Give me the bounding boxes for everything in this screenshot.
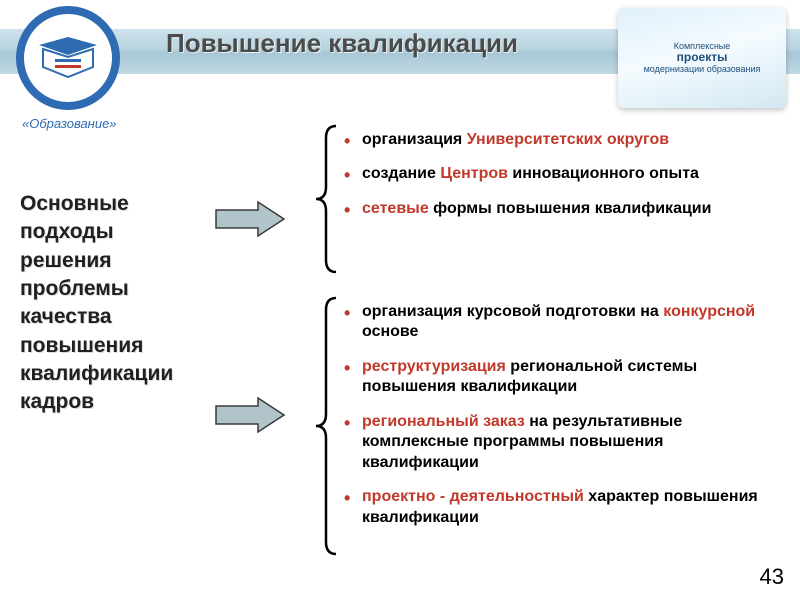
- bullet-group-1: организация Университетских округов созда…: [344, 130, 784, 233]
- list-item: сетевые формы повышения квалификации: [362, 199, 784, 219]
- logo-right-line3: модернизации образования: [644, 65, 761, 75]
- logo-modernization: Комплексные проекты модернизации образов…: [618, 8, 786, 108]
- left-block-text: Основные подходы решения проблемы качест…: [20, 190, 200, 417]
- arrow-icon: [214, 200, 286, 238]
- list-item: организация курсовой подготовки на конку…: [362, 302, 784, 343]
- logo-right-line2: проекты: [677, 51, 728, 64]
- page-number: 43: [760, 564, 784, 590]
- list-item: организация Университетских округов: [362, 130, 784, 150]
- brace-icon: [312, 124, 340, 274]
- list-item: проектно - деятельностный характер повыш…: [362, 487, 784, 528]
- highlight-text: сетевые: [362, 200, 429, 217]
- list-item: реструктуризация региональной системы по…: [362, 357, 784, 398]
- highlight-text: Центров: [440, 165, 508, 182]
- logo-education: «Образование»: [16, 6, 136, 136]
- highlight-text: реструктуризация: [362, 358, 506, 375]
- highlight-text: региональный заказ: [362, 413, 525, 430]
- highlight-text: конкурсной: [663, 303, 755, 320]
- logo-caption: «Образование»: [22, 116, 117, 131]
- highlight-text: Университетских округов: [467, 131, 669, 148]
- highlight-text: проектно - деятельностный: [362, 488, 584, 505]
- arrow-icon: [214, 396, 286, 434]
- bullet-group-2: организация курсовой подготовки на конку…: [344, 302, 784, 542]
- list-item: создание Центров инновационного опыта: [362, 164, 784, 184]
- book-flag-icon: [37, 35, 99, 81]
- brace-icon: [312, 296, 340, 556]
- logo-ring-icon: [16, 6, 120, 110]
- list-item: региональный заказ на результативные ком…: [362, 412, 784, 473]
- page-title: Повышение квалификации: [166, 28, 518, 59]
